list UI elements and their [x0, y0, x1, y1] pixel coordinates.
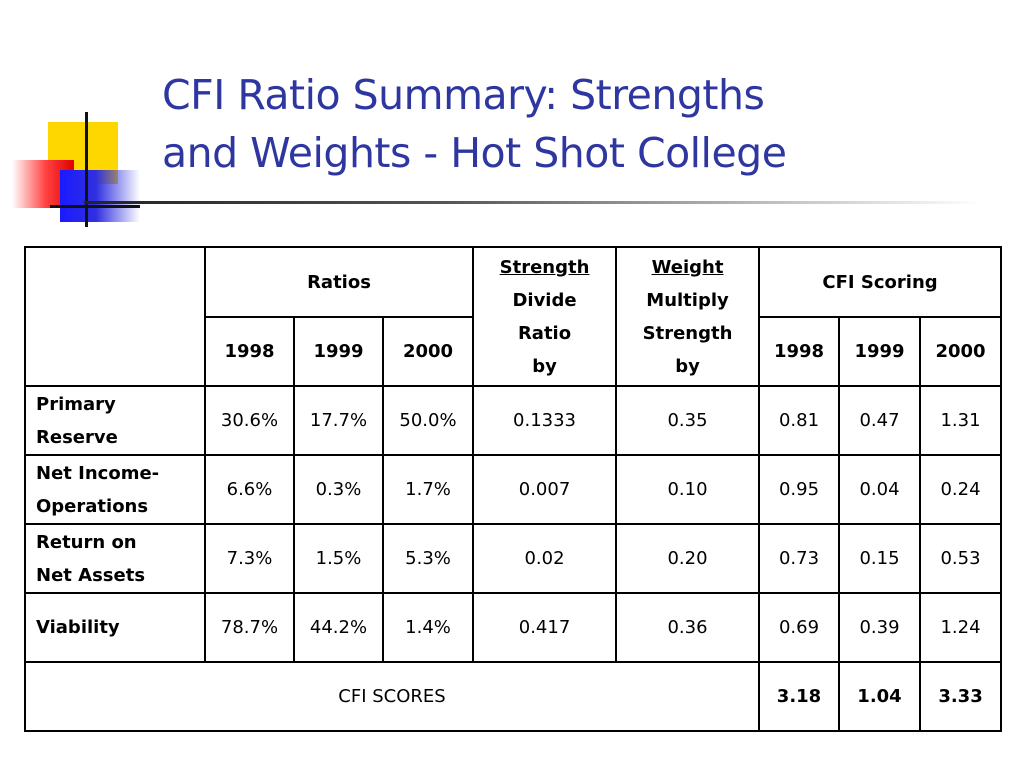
header-ratio-year: 2000 — [381, 316, 475, 387]
title-rule — [84, 201, 984, 204]
cfi-score-1998: 3.18 — [758, 661, 841, 732]
header-weight-line-1: Weight — [651, 256, 724, 278]
cell-ratio-2000: 1.4% — [381, 592, 475, 663]
slide-title: CFI Ratio Summary: Strengths and Weights… — [162, 66, 982, 182]
header-corner-cell — [24, 246, 206, 387]
cell-score-1999: 0.47 — [838, 385, 922, 456]
header-weight-line-2: Multiply — [646, 289, 729, 311]
cell-score-2000: 1.24 — [919, 592, 1003, 663]
row-label-line-1: Viability — [36, 617, 120, 638]
row-label: Return on Net Assets — [24, 523, 206, 594]
table-row: Net Income- Operations 6.6% 0.3% 1.7% 0.… — [24, 454, 1003, 525]
cell-ratio-2000: 50.0% — [381, 385, 475, 456]
cell-weight: 0.35 — [615, 385, 761, 456]
header-strength-line-4: by — [532, 355, 557, 377]
cell-score-1999: 0.04 — [838, 454, 922, 525]
row-label: Primary Reserve — [24, 385, 206, 456]
row-label-line-1: Primary — [36, 393, 116, 415]
cfi-scores-label: CFI SCORES — [23, 661, 761, 732]
row-label-line-2: Reserve — [36, 426, 118, 448]
header-strength-line-2: Divide — [512, 289, 577, 311]
cell-ratio-2000: 1.7% — [381, 454, 475, 525]
row-label: Viability — [24, 592, 206, 663]
cell-score-2000: 1.31 — [919, 385, 1003, 456]
cell-strength: 0.007 — [472, 454, 618, 525]
slide-title-line-2: and Weights - Hot Shot College — [162, 129, 787, 177]
cell-ratio-2000: 5.3% — [381, 523, 475, 594]
cell-weight: 0.36 — [615, 592, 761, 663]
cell-score-1998: 0.73 — [758, 523, 841, 594]
row-label-line-2: Operations — [36, 495, 149, 517]
header-scoring-year: 2000 — [919, 316, 1003, 387]
cell-ratio-1998: 7.3% — [204, 523, 295, 594]
row-label-line-1: Net Income- — [36, 462, 160, 484]
cfi-ratio-table: Ratios Strength Divide Ratio by Weight M… — [23, 246, 1003, 732]
header-weight-line-4: by — [675, 355, 700, 377]
decor-vertical-line — [85, 112, 88, 227]
cell-ratio-1999: 17.7% — [293, 385, 384, 456]
row-label-line-2: Net Assets — [36, 564, 146, 586]
cell-ratio-1999: 0.3% — [293, 454, 384, 525]
cell-score-1998: 0.69 — [758, 592, 841, 663]
header-scoring-year: 1999 — [838, 316, 922, 387]
table-row: Return on Net Assets 7.3% 1.5% 5.3% 0.02… — [24, 523, 1003, 594]
header-strength-line-3: Ratio — [517, 322, 572, 344]
cell-score-1998: 0.81 — [758, 385, 841, 456]
cell-score-1999: 0.39 — [838, 592, 922, 663]
header-strength: Strength Divide Ratio by — [472, 246, 618, 387]
cell-weight: 0.20 — [615, 523, 761, 594]
cell-strength: 0.1333 — [472, 385, 618, 456]
slide-decoration — [0, 0, 160, 240]
cell-ratio-1998: 6.6% — [204, 454, 295, 525]
row-label: Net Income- Operations — [24, 454, 206, 525]
cell-ratio-1998: 78.7% — [204, 592, 295, 663]
decor-horizontal-line — [50, 205, 140, 208]
table-row: Viability 78.7% 44.2% 1.4% 0.417 0.36 0.… — [24, 592, 1003, 663]
header-ratio-year: 1999 — [293, 316, 384, 387]
header-strength-line-1: Strength — [499, 256, 590, 278]
cell-ratio-1998: 30.6% — [204, 385, 295, 456]
cell-weight: 0.10 — [615, 454, 761, 525]
header-ratio-year: 1998 — [204, 316, 295, 387]
table-row: Primary Reserve 30.6% 17.7% 50.0% 0.1333… — [24, 385, 1003, 456]
cell-strength: 0.417 — [472, 592, 618, 663]
header-weight: Weight Multiply Strength by — [615, 246, 761, 387]
cfi-score-2000: 3.33 — [919, 661, 1003, 732]
header-ratios: Ratios — [203, 246, 475, 318]
cell-score-1999: 0.15 — [838, 523, 922, 594]
cell-strength: 0.02 — [472, 523, 618, 594]
header-scoring-year: 1998 — [758, 316, 841, 387]
slide-title-line-1: CFI Ratio Summary: Strengths — [162, 71, 765, 119]
cell-score-1998: 0.95 — [758, 454, 841, 525]
cell-ratio-1999: 1.5% — [293, 523, 384, 594]
header-cfi-scoring: CFI Scoring — [758, 246, 1003, 318]
decor-blue-square — [60, 170, 140, 222]
cfi-score-1999: 1.04 — [838, 661, 922, 732]
header-weight-line-3: Strength — [642, 322, 733, 344]
cell-score-2000: 0.53 — [919, 523, 1003, 594]
cell-score-2000: 0.24 — [919, 454, 1003, 525]
row-label-line-1: Return on — [36, 531, 137, 553]
cell-ratio-1999: 44.2% — [293, 592, 384, 663]
scores-row: CFI SCORES 3.18 1.04 3.33 — [23, 661, 1003, 732]
